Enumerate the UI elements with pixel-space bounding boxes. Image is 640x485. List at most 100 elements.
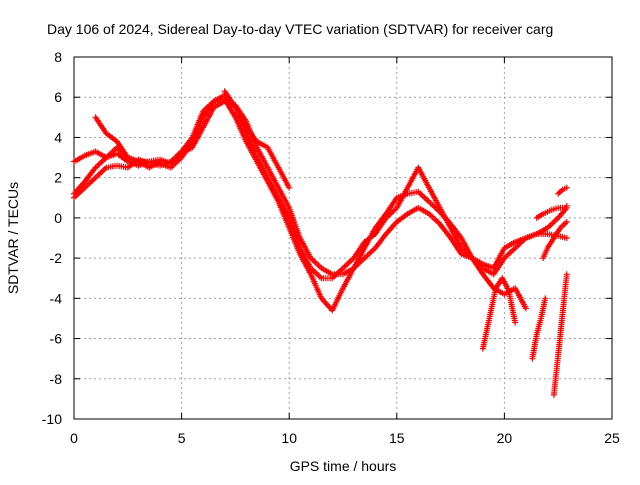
data-point-trail	[438, 222, 453, 240]
y-tick-label: 0	[54, 210, 62, 226]
data-point-trail	[541, 247, 550, 260]
data-point-trail	[287, 226, 303, 256]
data-point-trail	[104, 131, 119, 144]
y-tick-label: 2	[54, 170, 62, 186]
data-point	[563, 218, 570, 225]
data-point-trail	[244, 140, 259, 163]
data-point-trail	[514, 235, 528, 245]
data-point-trail	[222, 89, 238, 109]
data-point-trail	[500, 276, 511, 292]
data-point-trail	[448, 226, 464, 250]
data-point-trail	[460, 251, 474, 261]
data-point-trail	[384, 206, 399, 220]
x-tick-label: 25	[604, 430, 620, 446]
data-point-trail	[552, 226, 563, 240]
data-point-trail	[265, 146, 281, 169]
x-tick-label: 10	[281, 430, 297, 446]
data-point-trail	[105, 151, 119, 160]
data-point-trail	[405, 166, 421, 189]
data-point-trail	[83, 176, 97, 190]
data-point-trail	[513, 287, 528, 310]
y-tick-label: -2	[50, 250, 63, 266]
data-point-trail	[559, 273, 570, 316]
data-series	[92, 114, 164, 171]
data-point-trail	[384, 196, 399, 216]
data-point-trail	[265, 180, 281, 203]
data-point	[563, 184, 570, 191]
data-point-trail	[276, 186, 292, 209]
data-point-trail	[481, 272, 496, 290]
data-point-trail	[244, 126, 259, 143]
data-point-trail	[83, 166, 98, 184]
grid	[74, 57, 612, 419]
data-point-trail	[491, 246, 507, 270]
data-point-trail	[363, 246, 377, 260]
x-axis-label: GPS time / hours	[290, 458, 397, 474]
data-series	[550, 271, 570, 398]
data-point-trail	[546, 216, 560, 230]
data-series	[533, 202, 570, 221]
data-point	[563, 235, 570, 241]
chart-title: Day 106 of 2024, Sidereal Day-to-day VTE…	[47, 21, 553, 37]
data-point-trail	[72, 186, 87, 200]
data-point-trail	[94, 166, 108, 180]
data-point	[542, 295, 549, 302]
data-point-trail	[534, 317, 544, 336]
y-tick-label: -4	[50, 290, 63, 306]
data-point-trail	[417, 205, 431, 216]
data-point	[563, 271, 570, 278]
data-point-trail	[395, 212, 409, 224]
data-point-trail	[491, 256, 507, 276]
data-point-trail	[190, 110, 206, 139]
data-point	[522, 305, 529, 312]
data-point-trail	[373, 212, 388, 230]
data-point-trail	[158, 159, 172, 168]
data-point-trail	[233, 106, 249, 129]
data-series	[221, 88, 293, 191]
data-point-trail	[137, 159, 151, 170]
data-point	[286, 184, 293, 191]
x-tick-label: 20	[497, 430, 513, 446]
data-point-trail	[126, 155, 140, 164]
data-point-trail	[373, 232, 388, 250]
data-series	[540, 218, 570, 262]
data-point-trail	[276, 166, 292, 189]
y-tick-label: -8	[50, 371, 63, 387]
data-point-trail	[470, 256, 485, 267]
data-point-trail	[309, 256, 323, 270]
data-point-trail	[254, 160, 270, 183]
data-point-trail	[427, 186, 442, 209]
data-point-trail	[72, 180, 87, 196]
data-point-trail	[341, 267, 356, 290]
series	[71, 88, 570, 398]
data-point-trail	[437, 206, 453, 230]
data-point-trail	[352, 256, 366, 270]
data-point-trail	[169, 150, 184, 164]
data-series	[529, 295, 549, 362]
data-point-trail	[406, 205, 420, 216]
data-point-trail	[502, 246, 517, 260]
data-point-trail	[556, 188, 565, 196]
data-point-trail	[524, 231, 538, 241]
data-point-trail	[394, 186, 410, 209]
data-series	[71, 98, 570, 278]
data-point-trail	[201, 99, 216, 113]
data-point-trail	[276, 200, 292, 230]
data-point-trail	[330, 287, 346, 312]
data-point-trail	[169, 156, 184, 170]
data-point-trail	[551, 353, 561, 396]
data-point-trail	[416, 190, 431, 204]
data-series	[555, 184, 570, 197]
data-series	[71, 92, 529, 312]
ticks: 0 5 10 15 20 25 -10 -8 -6 -4 -2 0 2 4 6 8	[42, 49, 620, 446]
data-point-trail	[545, 236, 556, 250]
y-tick-label: -10	[42, 411, 62, 427]
data-series	[479, 275, 519, 352]
data-point-trail	[363, 232, 377, 244]
data-point-trail	[481, 261, 495, 271]
data-point-trail	[72, 153, 86, 164]
data-point-trail	[254, 146, 270, 169]
data-point-trail	[297, 236, 313, 260]
data-point-trail	[506, 289, 518, 324]
